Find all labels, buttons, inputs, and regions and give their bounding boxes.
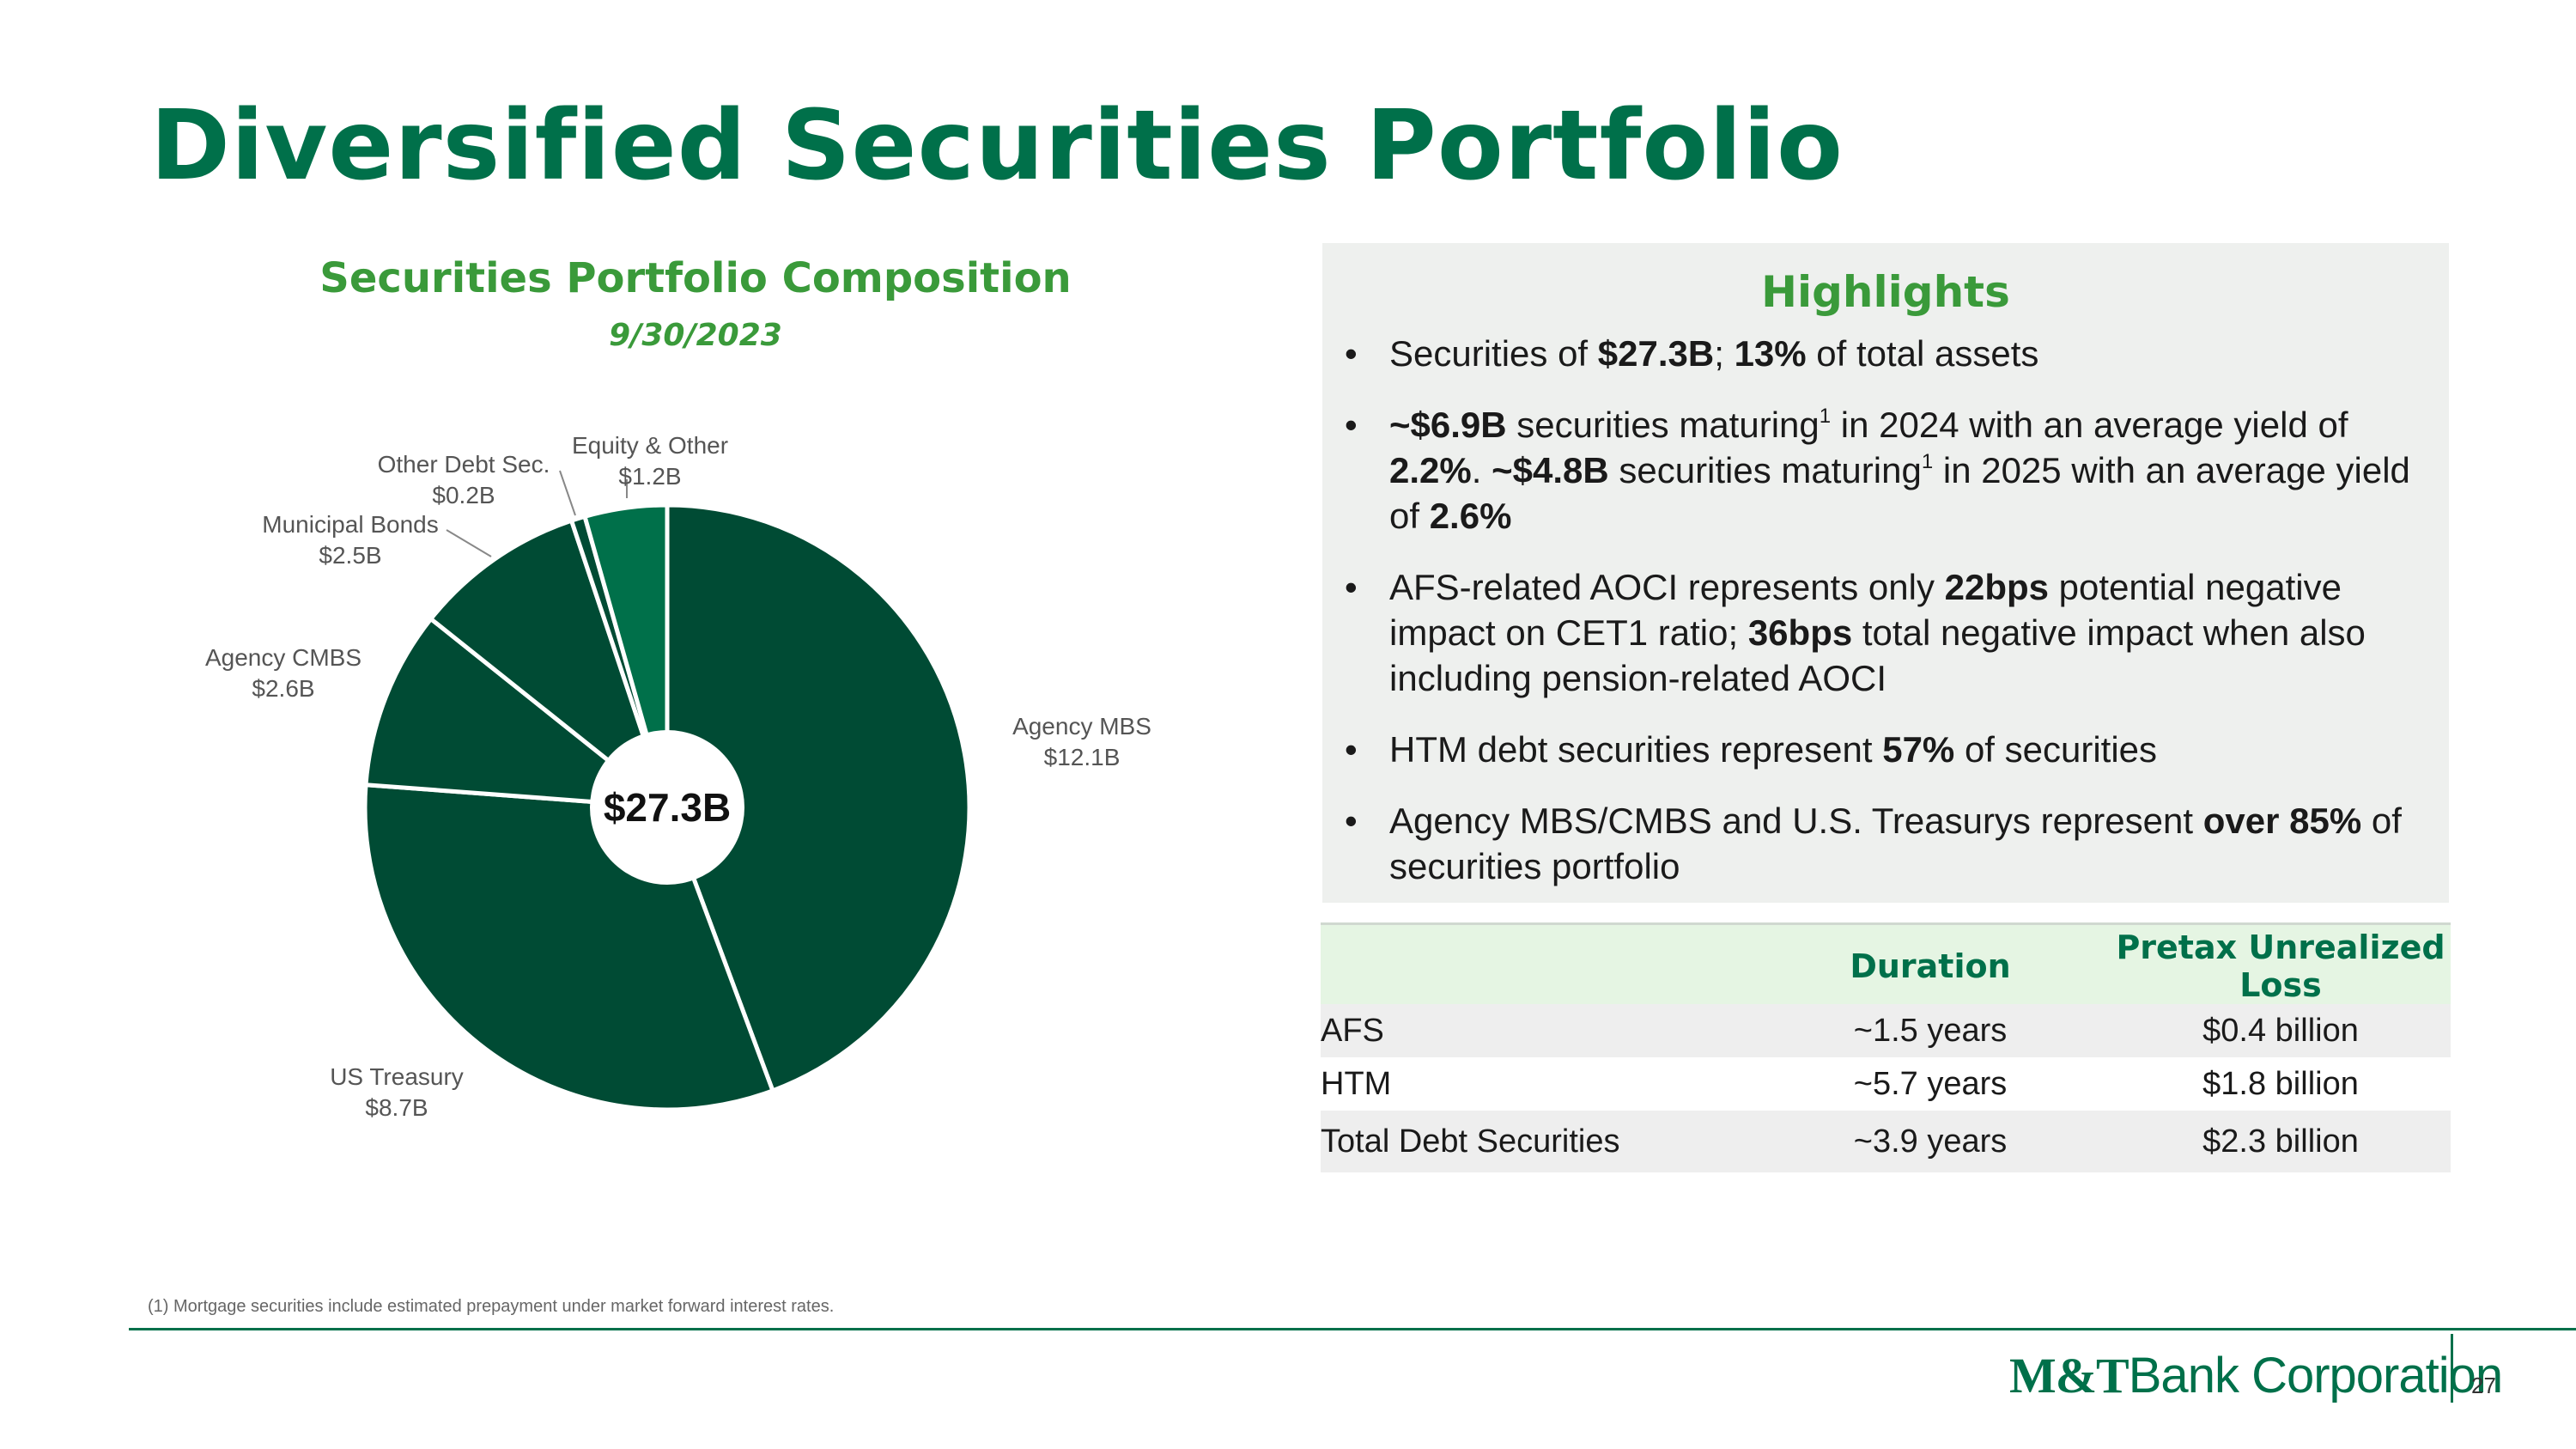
pie-slice-agency-mbs — [665, 502, 972, 1094]
slice-name-label: Equity & Other — [572, 432, 728, 459]
row-duration: ~1.5 years — [1853, 1012, 2008, 1049]
company-logo: M&TBank Corporation — [2009, 1348, 2503, 1403]
slice-name-label: Other Debt Sec. — [378, 451, 550, 478]
pie-chart: Agency MBS $12.1B US Treasury $8.7B Agency C… — [205, 432, 1151, 1121]
page-title: Diversified Securities Portfolio — [150, 90, 1844, 202]
row-label: AFS — [1321, 1012, 1384, 1049]
row-label: HTM — [1321, 1065, 1392, 1102]
highlight-bullet: Securities of $27.3B; 13% of total asset… — [1341, 331, 2436, 376]
highlights-list: Securities of $27.3B; 13% of total asset… — [1341, 331, 2436, 915]
row-loss: $0.4 billion — [2202, 1012, 2359, 1049]
row-loss: $2.3 billion — [2202, 1123, 2359, 1160]
pie-center-label: $27.3B — [604, 785, 731, 830]
row-label: Total Debt Securities — [1321, 1123, 1620, 1160]
pie-slice-municipal-bonds — [428, 517, 672, 814]
slice-value-label: $2.6B — [252, 675, 314, 702]
highlight-bullet: Agency MBS/CMBS and U.S. Treasurys repre… — [1341, 798, 2436, 889]
table-header-loss: Pretax Unrealized Loss — [2116, 928, 2445, 1004]
footer-divider — [129, 1328, 2576, 1330]
row-duration: ~3.9 years — [1853, 1123, 2008, 1160]
slice-value-label: $12.1B — [1044, 744, 1121, 770]
row-duration: ~5.7 years — [1853, 1065, 2008, 1102]
slice-value-label: $0.2B — [432, 482, 495, 508]
slice-value-label: $8.7B — [365, 1094, 428, 1121]
pie-slice-agency-cmbs — [363, 616, 674, 811]
slice-name-label: US Treasury — [330, 1063, 464, 1090]
row-loss: $1.8 billion — [2202, 1065, 2359, 1102]
highlight-bullet: ~$6.9B securities maturing1 in 2024 with… — [1341, 402, 2436, 539]
table-header-blank — [1321, 925, 1750, 1007]
table-row: HTM ~5.7 years $1.8 billion — [1321, 1057, 2451, 1111]
slice-name-label: Municipal Bonds — [262, 511, 438, 538]
footnote: (1) Mortgage securities include estimate… — [148, 1297, 835, 1316]
table-row: AFS ~1.5 years $0.4 billion — [1321, 1004, 2451, 1057]
table-header-duration: Duration — [1850, 947, 2011, 985]
highlights-title: Highlights — [1761, 267, 2010, 317]
pie-center-hole — [590, 730, 744, 885]
highlights-panel: Highlights Securities of $27.3B; 13% of … — [1322, 243, 2449, 903]
slice-leader-line — [446, 529, 492, 557]
page-number: 27 — [2471, 1373, 2496, 1398]
highlight-bullet: AFS-related AOCI represents only 22bps p… — [1341, 564, 2436, 701]
chart-title: Securities Portfolio Composition — [319, 254, 1072, 302]
slice-leader-line — [559, 470, 576, 516]
highlight-bullet: HTM debt securities represent 57% of sec… — [1341, 727, 2436, 772]
pie-slice-equity-other — [581, 502, 670, 808]
chart-subtitle: 9/30/2023 — [609, 318, 782, 353]
slice-name-label: Agency MBS — [1012, 713, 1151, 740]
slice-value-label: $2.5B — [319, 542, 381, 569]
table-row: Total Debt Securities ~3.9 years $2.3 bi… — [1321, 1111, 2451, 1172]
slice-value-label: $1.2B — [618, 463, 681, 490]
table-header: Duration Pretax Unrealized Loss — [1321, 922, 2451, 1007]
footer-vertical-divider — [2451, 1334, 2453, 1403]
duration-loss-table: Duration Pretax Unrealized Loss AFS ~1.5… — [1321, 922, 2451, 1172]
slice-name-label: Agency CMBS — [205, 644, 361, 671]
